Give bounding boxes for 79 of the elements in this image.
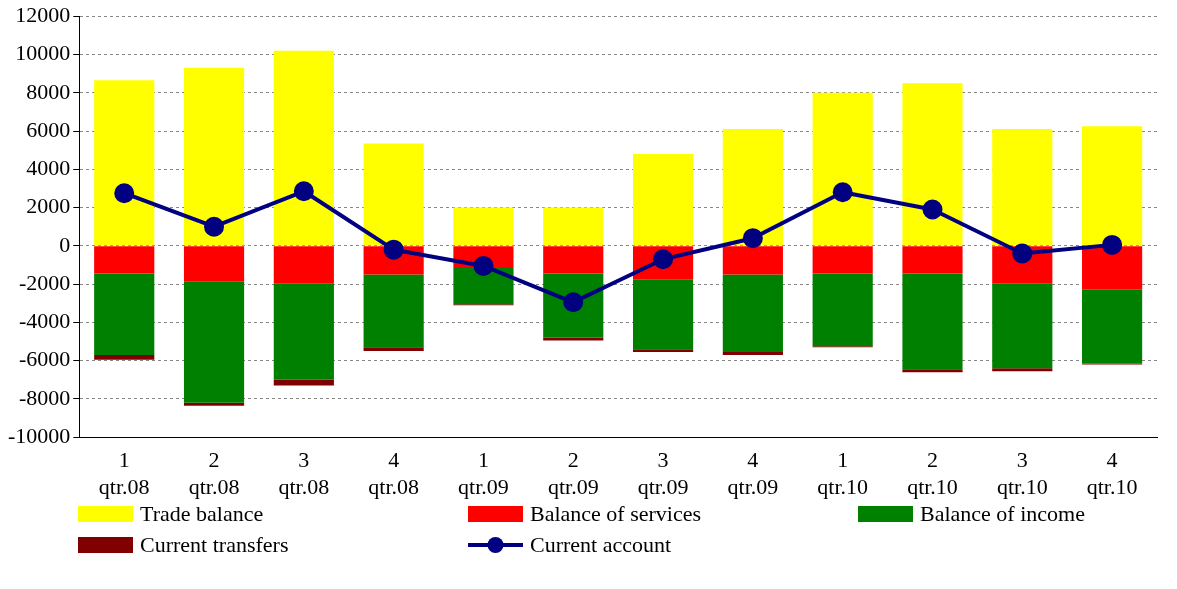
legend-label: Current account [530,531,672,557]
bar [722,352,783,355]
bar [183,281,245,403]
bar [94,354,155,360]
bar [273,283,334,380]
x-tick-label: 4 qtr.10 [1086,447,1138,499]
y-tick-label: -8000 [19,384,71,410]
bar [183,67,245,246]
x-tick-label: 4 qtr.08 [368,447,420,499]
bar [812,246,873,274]
bar [453,266,514,305]
bar [722,274,783,353]
x-tick-label: 2 qtr.10 [907,447,958,499]
x-tick-label: 1 qtr.10 [817,447,869,499]
point [922,199,943,220]
bar [453,207,514,246]
bar [543,337,604,341]
bar [632,349,694,353]
point [473,255,494,276]
point [742,228,763,249]
bar [722,246,783,275]
bar [363,347,424,352]
legend-label: Balance of income [920,500,1085,526]
legend-label: Balance of services [530,500,702,526]
y-tick-label: 10000 [15,40,71,66]
x-tick-label: 3 qtr.10 [996,447,1048,499]
bar [363,274,424,348]
bar [992,129,1053,246]
bar [183,246,245,282]
bar [94,273,155,355]
bar [183,402,245,406]
point [383,239,404,260]
y-tick-label: -4000 [19,308,71,334]
legend-label: Trade balance [140,500,264,526]
bar [273,50,334,246]
bar [363,143,424,246]
bar [94,80,155,246]
point [204,216,225,237]
y-tick-label: 12000 [15,1,71,27]
bar [902,246,963,274]
x-tick-label: 1 qtr.08 [98,447,150,499]
y-tick-label: -10000 [8,422,71,448]
x-tick-label: 1 qtr.09 [458,447,509,499]
legend-label: Current transfers [140,531,289,557]
x-tick-label: 4 qtr.09 [727,447,779,499]
y-tick-label: 4000 [26,155,71,181]
bar [902,369,963,373]
y-tick-label: 0 [59,231,71,257]
bar [273,379,334,386]
bar [902,273,963,370]
bar [812,92,873,246]
bar [992,368,1053,372]
bar [543,246,604,274]
x-tick-label: 2 qtr.08 [188,447,240,499]
point [114,183,135,204]
y-tick-label: 8000 [26,78,71,104]
bar [273,246,334,284]
bar [632,153,694,246]
point [1012,243,1033,264]
bar [1082,126,1143,246]
x-tick-label: 3 qtr.09 [637,447,689,499]
bar [1082,246,1143,290]
y-tick-label: -2000 [19,269,71,295]
x-tick-label: 2 qtr.09 [547,447,599,499]
bar [543,207,604,246]
point [293,181,314,202]
bar [722,129,783,246]
bar [992,283,1053,369]
bar [902,83,963,246]
y-tick-label: 2000 [26,193,71,219]
y-tick-label: -6000 [19,346,71,372]
point [1102,234,1123,255]
bar [94,246,155,274]
bar [1082,289,1143,364]
x-tick-label: 3 qtr.08 [278,447,330,499]
point [832,182,853,203]
bar [812,273,873,347]
y-tick-label: 6000 [26,116,71,142]
bar [632,279,694,350]
